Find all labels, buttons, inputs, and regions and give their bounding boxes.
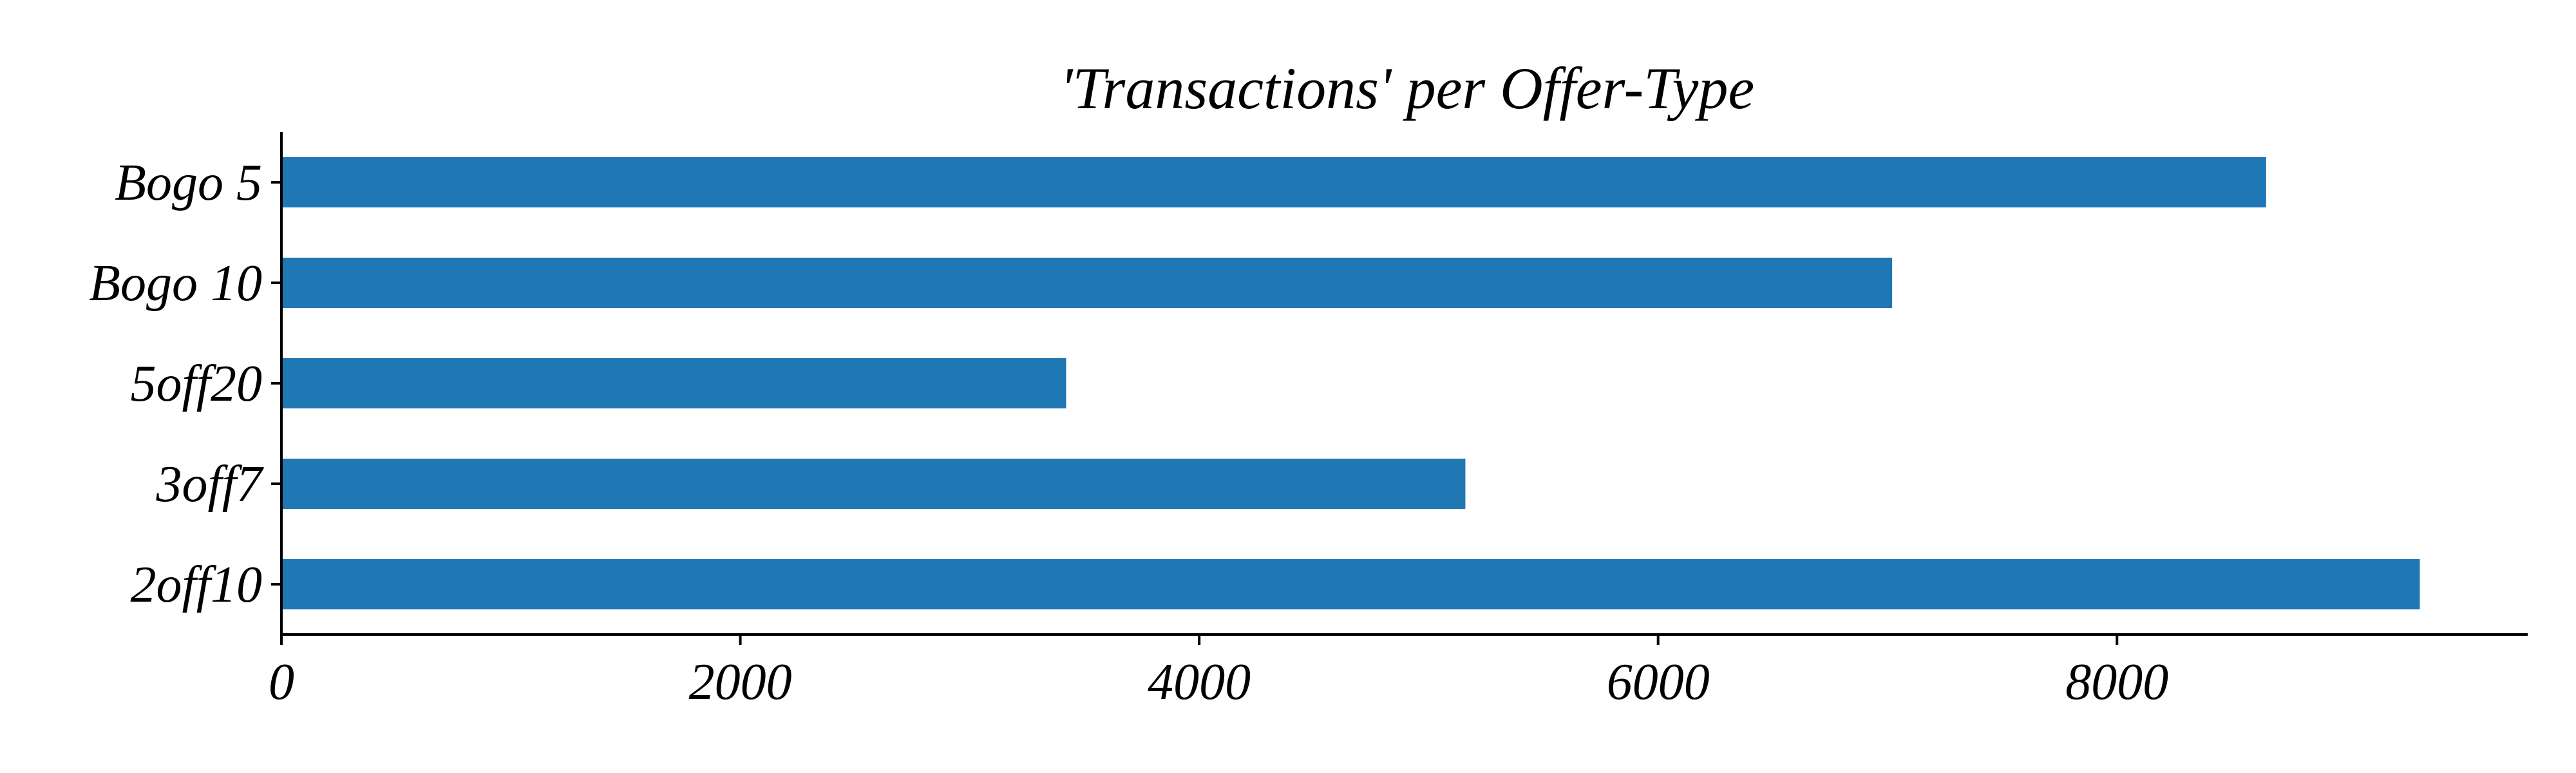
x-tick-label: 6000 — [1607, 654, 1710, 711]
x-tick-label: 8000 — [2065, 654, 2168, 711]
chart-title: 'Transactions' per Offer-Type — [1060, 55, 1754, 121]
x-tick-label: 4000 — [1148, 654, 1251, 711]
y-tick-label: Bogo 5 — [115, 155, 262, 211]
x-tick-label: 0 — [269, 654, 294, 711]
y-tick-label: 5off20 — [131, 356, 262, 412]
bar-bogo-10 — [281, 258, 1893, 308]
y-tick-label: 3off7 — [156, 456, 264, 513]
x-tick-label: 2000 — [689, 654, 792, 711]
bar-5off20 — [281, 358, 1066, 408]
bar-3off7 — [281, 459, 1466, 509]
bars-layer — [281, 157, 2420, 609]
bar-2off10 — [281, 559, 2420, 609]
y-tick-label: 2off10 — [131, 557, 262, 613]
bar-bogo-5 — [281, 157, 2266, 207]
y-tick-label: Bogo 10 — [89, 255, 262, 312]
